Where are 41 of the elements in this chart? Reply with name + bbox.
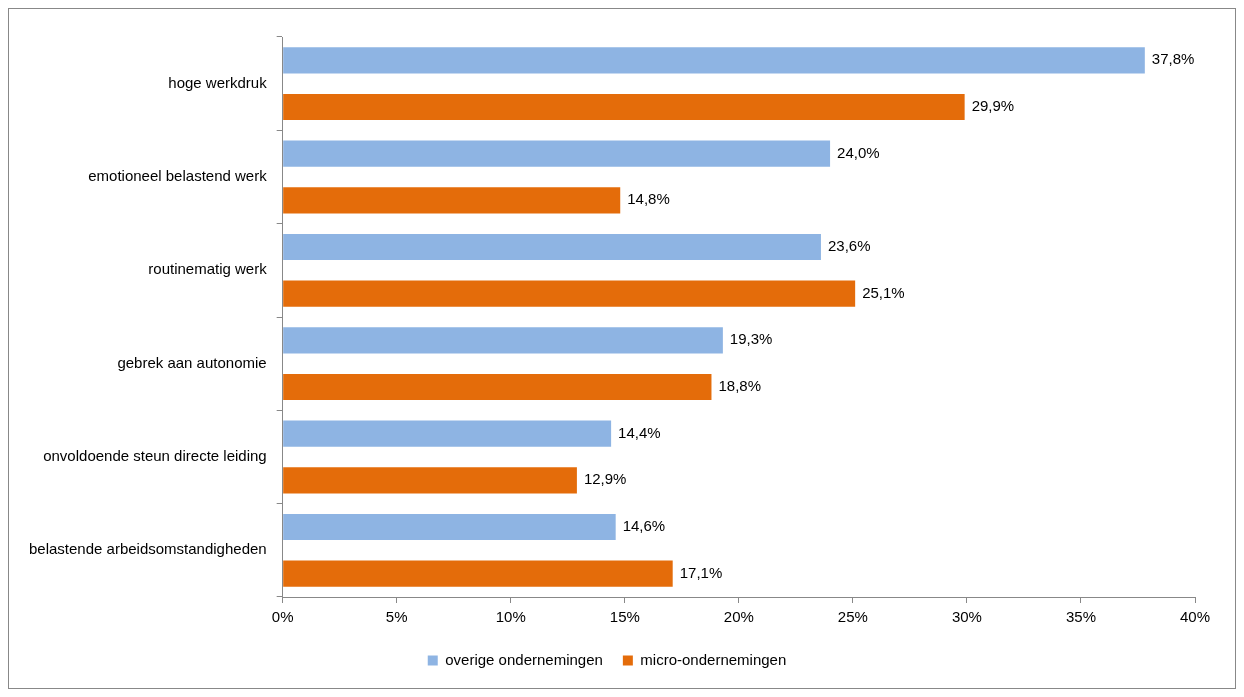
y-tick-label: emotioneel belastend werk bbox=[88, 167, 268, 185]
x-tick-label: 0% bbox=[271, 608, 294, 626]
bar bbox=[283, 280, 856, 307]
y-tick-label: routinematig werk bbox=[148, 260, 268, 278]
data-label: 19,3% bbox=[729, 330, 773, 348]
x-tick-label: 10% bbox=[495, 608, 526, 626]
data-label: 14,4% bbox=[618, 423, 661, 441]
bar bbox=[283, 420, 612, 447]
data-label: 25,1% bbox=[862, 283, 905, 301]
bar bbox=[283, 187, 621, 214]
x-tick-label: 30% bbox=[951, 608, 982, 626]
legend-label: micro-ondernemingen bbox=[640, 650, 787, 668]
data-label: 23,6% bbox=[827, 237, 871, 255]
y-tick-label: belastende arbeidsomstandigheden bbox=[28, 540, 267, 558]
data-label: 12,9% bbox=[583, 470, 627, 488]
bar bbox=[283, 140, 831, 167]
data-label: 17,1% bbox=[679, 563, 723, 581]
data-label: 18,8% bbox=[718, 377, 762, 395]
data-label: 24,0% bbox=[837, 143, 880, 161]
x-tick-label: 15% bbox=[609, 608, 640, 626]
data-label: 14,6% bbox=[622, 517, 666, 535]
y-tick-label: gebrek aan autonomie bbox=[117, 353, 267, 371]
bar bbox=[283, 467, 577, 494]
data-label: 29,9% bbox=[971, 97, 1015, 115]
x-tick-label: 20% bbox=[723, 608, 754, 626]
legend-label: overige ondernemingen bbox=[445, 650, 603, 668]
x-tick-label: 40% bbox=[1179, 608, 1211, 626]
bar bbox=[283, 233, 821, 261]
x-tick-label: 35% bbox=[1065, 608, 1096, 626]
bar bbox=[283, 513, 616, 541]
y-tick-label: onvoldoende steun directe leiding bbox=[43, 447, 267, 465]
bar bbox=[283, 327, 723, 354]
data-label: 14,8% bbox=[627, 190, 670, 208]
bar bbox=[283, 373, 712, 401]
y-tick-label: hoge werkdruk bbox=[168, 73, 268, 91]
bar bbox=[283, 47, 1145, 74]
data-label: 37,8% bbox=[1151, 50, 1195, 68]
x-tick-label: 5% bbox=[385, 608, 408, 626]
bar bbox=[283, 93, 965, 121]
bar bbox=[283, 560, 673, 587]
x-tick-label: 25% bbox=[837, 608, 868, 626]
